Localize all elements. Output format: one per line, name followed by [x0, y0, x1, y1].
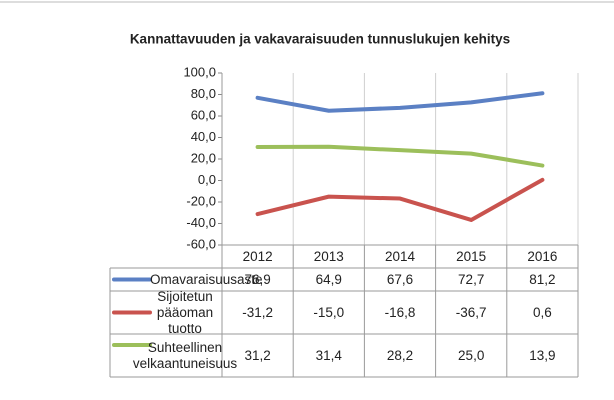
data-table-value: 25,0	[458, 347, 485, 363]
y-tick-label: 60,0	[191, 107, 216, 122]
y-tick-label: 100,0	[183, 64, 216, 79]
y-tick-label: 80,0	[191, 86, 216, 101]
data-table-value: 67,6	[386, 271, 414, 287]
series-line	[255, 177, 545, 222]
data-table-value: 76,9	[244, 271, 271, 287]
legend-label: Sijoitetun pääoman tuotto	[156, 288, 214, 336]
series-line	[255, 91, 545, 113]
data-table-value: -16,8	[384, 304, 416, 320]
series-line	[255, 144, 545, 168]
data-table-value: 31,4	[315, 347, 342, 363]
data-table-value: -15,0	[313, 304, 345, 320]
data-table-value: 81,2	[529, 271, 556, 287]
x-tick-label: 2012	[242, 248, 273, 264]
data-table-value: 72,7	[458, 271, 485, 287]
data-table-value: -31,2	[242, 304, 273, 320]
y-tick-label: 20,0	[191, 150, 216, 165]
data-table-value: 28,2	[386, 347, 414, 363]
x-tick-label: 2016	[527, 248, 558, 264]
chart-title: Kannattavuuden ja vakavaraisuuden tunnus…	[130, 32, 510, 47]
data-table-value: 31,2	[244, 347, 271, 363]
data-table-value: 13,9	[529, 347, 556, 363]
legend-label: Suhteellinen velkaantuneisuus	[132, 339, 238, 371]
x-tick-label: 2014	[384, 248, 415, 264]
y-tick-label: -20,0	[186, 193, 216, 208]
x-tick-label: 2015	[456, 248, 487, 264]
data-table-value: 64,9	[315, 271, 342, 287]
y-tick-label: -60,0	[186, 236, 216, 251]
data-table-value: -36,7	[455, 304, 487, 320]
data-table-value: 0,6	[533, 304, 552, 320]
y-tick-label: 40,0	[191, 129, 216, 144]
x-tick-label: 2013	[313, 248, 344, 264]
y-tick-label: -40,0	[186, 215, 216, 230]
y-tick-label: 0,0	[198, 172, 216, 187]
